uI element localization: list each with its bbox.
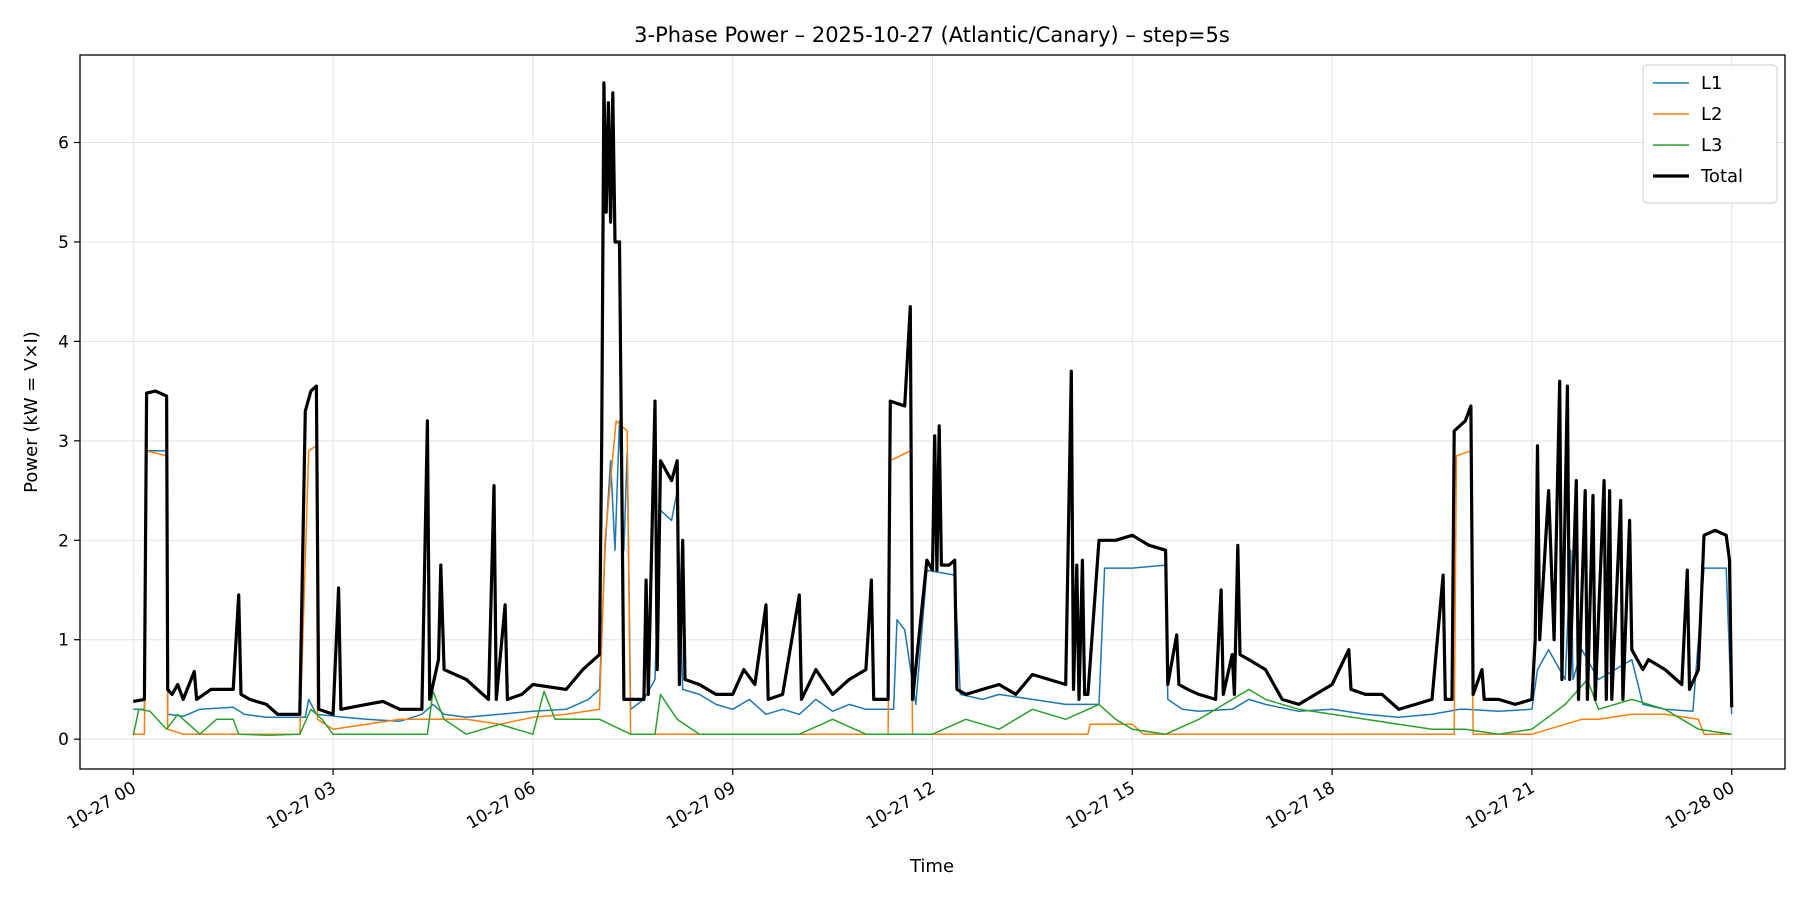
y-tick-label: 5 [58, 233, 69, 253]
x-tick-label: 10-27 09 [663, 778, 739, 834]
legend-label-l2: L2 [1701, 104, 1722, 125]
y-axis-label: Power (kW = V×I) [21, 331, 42, 493]
x-tick-label: 10-27 00 [64, 778, 140, 834]
x-tick-label: 10-28 00 [1662, 778, 1738, 834]
x-tick-label: 10-27 18 [1262, 778, 1338, 834]
y-tick-label: 6 [58, 134, 69, 154]
legend: L1 L2 L3 Total [1643, 65, 1777, 203]
legend-label-total: Total [1700, 166, 1743, 187]
x-tick-label: 10-27 21 [1462, 778, 1538, 834]
x-tick-label: 10-27 03 [263, 778, 339, 834]
x-tick-label: 10-27 06 [463, 778, 539, 834]
x-axis-label: Time [909, 856, 954, 877]
y-tick-label: 3 [58, 432, 69, 452]
y-tick-label: 1 [58, 631, 69, 651]
x-tick-label: 10-27 15 [1063, 778, 1139, 834]
x-tick-label: 10-27 12 [863, 778, 939, 834]
y-tick-label: 0 [58, 730, 69, 750]
y-tick-label: 4 [58, 332, 69, 352]
legend-label-l1: L1 [1701, 73, 1722, 94]
y-tick-label: 2 [58, 531, 69, 551]
legend-label-l3: L3 [1701, 135, 1722, 156]
chart-title: 3-Phase Power – 2025-10-27 (Atlantic/Can… [634, 23, 1230, 47]
